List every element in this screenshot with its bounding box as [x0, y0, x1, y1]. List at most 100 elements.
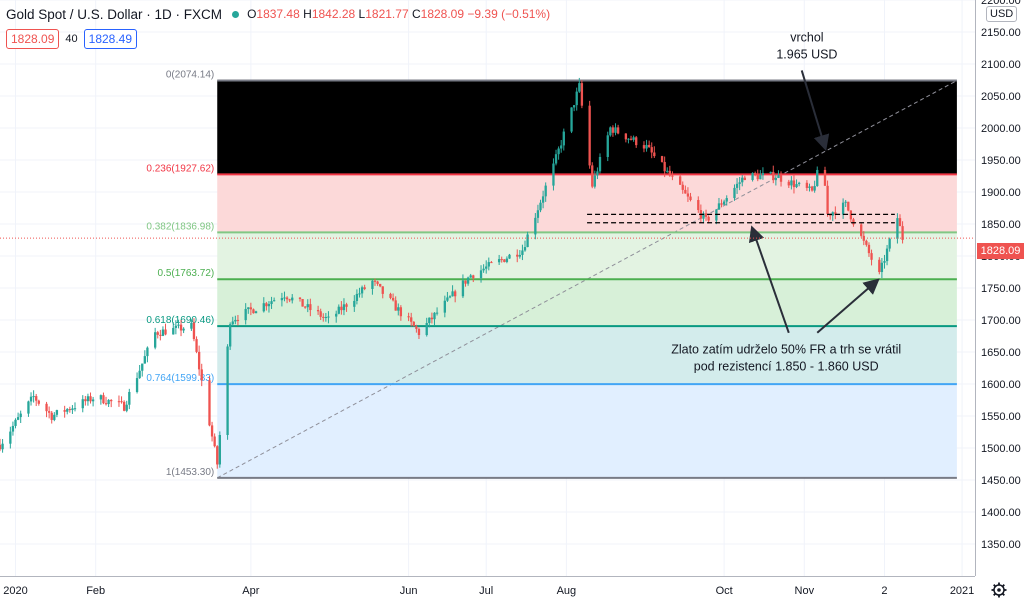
- candle-body: [159, 334, 162, 336]
- candle-body: [490, 262, 493, 264]
- candle: [810, 185, 814, 192]
- change-value: −9.39 (−0.51%): [467, 7, 551, 21]
- candle: [826, 180, 829, 217]
- fib-zone-0.618: [217, 326, 957, 385]
- candle-body: [448, 296, 452, 298]
- candle: [146, 346, 149, 363]
- candle: [482, 264, 485, 273]
- candle: [285, 296, 289, 304]
- candle: [792, 174, 796, 194]
- candle: [629, 135, 633, 141]
- x-tick-label: Aug: [557, 585, 577, 597]
- candle-body: [363, 287, 366, 289]
- bid-price[interactable]: 1828.09: [6, 29, 60, 49]
- candle-body: [117, 401, 121, 403]
- candle: [29, 392, 33, 406]
- candle: [503, 259, 506, 263]
- candle: [172, 322, 175, 335]
- candle: [500, 256, 503, 263]
- candle: [823, 166, 827, 186]
- candle-body: [446, 297, 449, 301]
- candle-body: [304, 306, 307, 308]
- candle: [216, 445, 219, 469]
- candle-body: [539, 202, 542, 211]
- candle-body: [761, 173, 765, 175]
- fib-label-0.5: 0.5(1763.72): [158, 268, 215, 279]
- candle-body: [376, 281, 379, 284]
- candle-body: [629, 138, 633, 140]
- candle-body: [182, 328, 185, 331]
- candle-body: [609, 127, 612, 136]
- candle: [847, 201, 850, 212]
- annotation-arrow: [800, 70, 830, 152]
- candle: [249, 302, 253, 316]
- symbol-title[interactable]: Gold Spot / U.S. Dollar · 1D · FXCM: [6, 6, 223, 22]
- candle-body: [554, 154, 558, 164]
- candle: [878, 257, 881, 275]
- candle-body: [847, 201, 850, 211]
- candle-body: [735, 183, 739, 188]
- candle-body: [412, 321, 415, 327]
- gear-hub: [997, 588, 1001, 592]
- candle: [247, 307, 250, 314]
- candle: [653, 146, 656, 158]
- candle-body: [327, 316, 330, 318]
- candle-body: [754, 172, 757, 175]
- candle-body: [795, 184, 798, 188]
- candle-body: [138, 370, 141, 379]
- candle-body: [319, 311, 322, 317]
- candle: [37, 399, 40, 406]
- candle-body: [280, 298, 284, 301]
- candle-body: [660, 156, 664, 162]
- candle: [159, 329, 162, 341]
- candle: [797, 181, 801, 187]
- candle: [84, 395, 87, 406]
- candle: [795, 179, 798, 189]
- candle: [428, 317, 431, 328]
- candle-body: [371, 280, 374, 289]
- x-tick-label: 2: [881, 585, 887, 597]
- candle: [813, 180, 816, 193]
- candle-body: [265, 303, 268, 307]
- candle-body: [614, 127, 617, 133]
- x-tick-label: Jul: [479, 585, 493, 597]
- candle-body: [373, 280, 377, 282]
- ask-price[interactable]: 1828.49: [83, 29, 138, 49]
- candle: [301, 298, 304, 307]
- candle-body: [777, 175, 780, 179]
- candle-body: [741, 177, 744, 183]
- candle: [888, 237, 891, 252]
- candle-body: [518, 254, 521, 257]
- candle: [327, 311, 330, 324]
- settings-gear-icon[interactable]: [991, 582, 1007, 598]
- candle-body: [9, 431, 12, 444]
- candle-body: [345, 304, 348, 307]
- candle: [469, 273, 472, 278]
- candle: [743, 175, 746, 181]
- annotation-text: Zlato zatím udrželo 50% FR a trh se vrát…: [671, 342, 901, 356]
- candle: [81, 395, 84, 413]
- fibonacci-retracement: 1(1453.30) 0.764(1599.83) 0.618(1690.46) 0.…: [146, 70, 958, 479]
- candle: [761, 167, 765, 180]
- candle-body: [684, 189, 687, 194]
- candle-body: [125, 404, 128, 411]
- fib-label-1: 1(1453.30): [166, 467, 214, 478]
- candle: [179, 319, 183, 337]
- candle: [787, 179, 790, 189]
- candle-body: [668, 170, 671, 176]
- annotation-arrow: [816, 278, 880, 334]
- candle-body: [627, 138, 630, 140]
- candle: [410, 312, 413, 327]
- candle-body: [335, 313, 338, 317]
- candle: [684, 185, 687, 194]
- candle: [464, 280, 467, 287]
- candle-body: [880, 262, 884, 273]
- candle-body: [218, 435, 221, 465]
- candle-body: [552, 163, 555, 186]
- currency-button[interactable]: USD: [986, 6, 1018, 22]
- candle-body: [883, 261, 886, 263]
- candle-body: [725, 198, 728, 202]
- candle: [128, 388, 131, 410]
- candle-body: [381, 286, 384, 294]
